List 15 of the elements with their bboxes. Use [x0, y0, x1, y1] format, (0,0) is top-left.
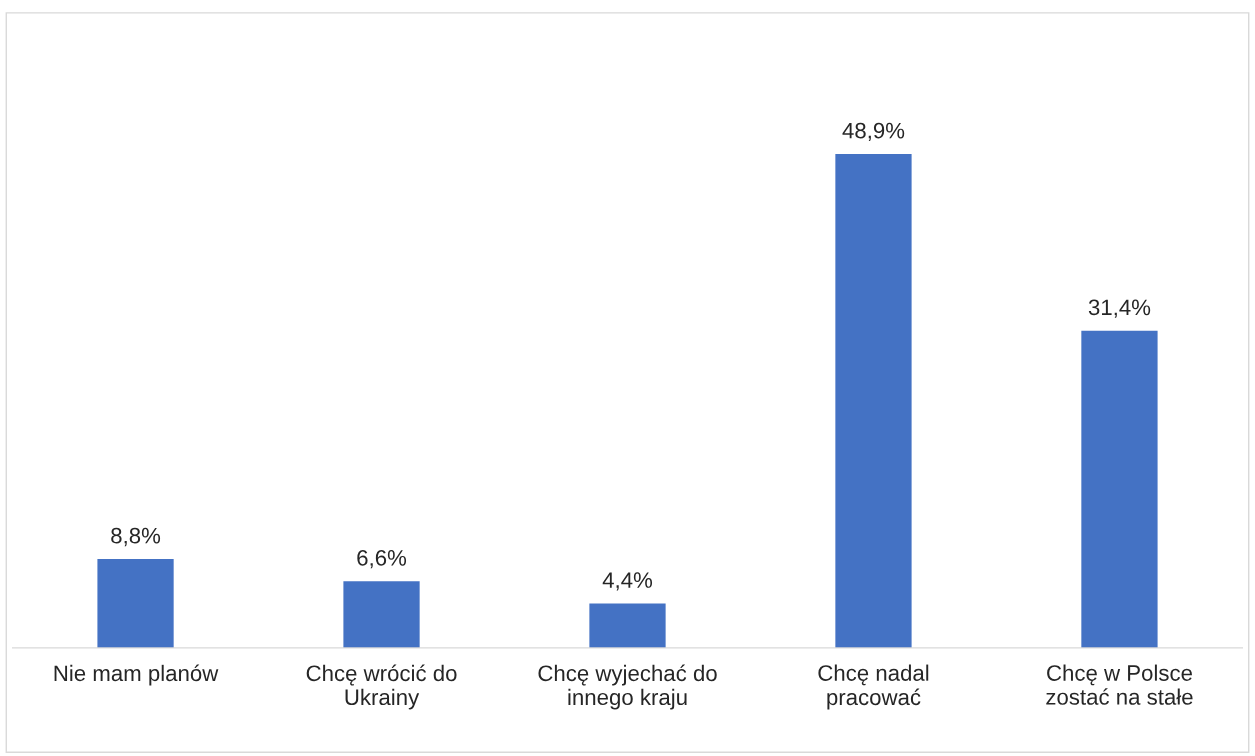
x-tick-label: Chcę w Polsce zostać na stałe [1046, 664, 1193, 705]
data-label: 48,9% [842, 122, 905, 142]
bar [1081, 330, 1158, 648]
data-label: 6,6% [357, 549, 407, 569]
data-label: 31,4% [1088, 299, 1151, 318]
x-tick-label: Nie mam planów [54, 664, 219, 686]
bar [343, 581, 420, 648]
data-label: 8,8% [111, 527, 161, 547]
x-tick-label: Chcę wyjechać do innego kraju [538, 664, 717, 710]
bar [835, 153, 912, 648]
bar [97, 559, 174, 648]
x-tick-label: Chcę wrócić do Ukrainy [306, 664, 457, 710]
bar [589, 603, 666, 648]
data-label: 4,4% [602, 572, 653, 591]
x-tick-label: Chcę nadal pracować [818, 664, 929, 710]
